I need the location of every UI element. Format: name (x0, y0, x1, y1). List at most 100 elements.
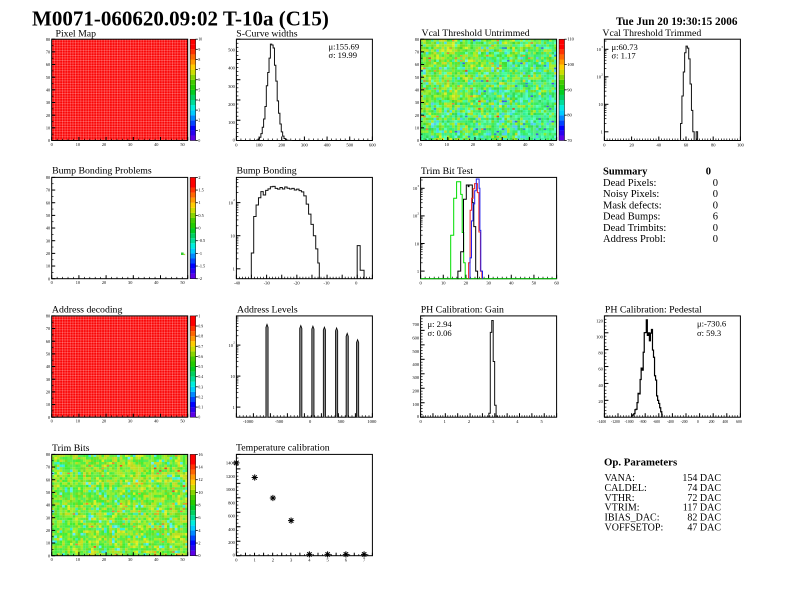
svg-text:M0071-060620.09:02 T-10a (C15): M0071-060620.09:02 T-10a (C15) (32, 6, 329, 30)
svg-text:90: 90 (567, 87, 572, 92)
svg-text:70: 70 (415, 50, 419, 55)
svg-text:7: 7 (198, 68, 200, 72)
svg-text:16: 16 (198, 452, 203, 457)
svg-text:10: 10 (198, 490, 202, 495)
svg-text:0.9: 0.9 (198, 325, 203, 329)
svg-text:200: 200 (228, 102, 236, 107)
svg-text:0.5: 0.5 (198, 365, 203, 369)
svg-text:6: 6 (198, 515, 201, 520)
svg-text:0: 0 (48, 553, 50, 558)
svg-text:50: 50 (549, 142, 553, 147)
svg-text:400: 400 (228, 66, 236, 71)
svg-text:10: 10 (76, 280, 80, 285)
svg-text:Trim Bit Test: Trim Bit Test (421, 166, 473, 177)
svg-text:10: 10 (46, 402, 50, 407)
svg-text:0: 0 (420, 142, 422, 147)
svg-text:100: 100 (256, 142, 264, 147)
svg-text:1: 1 (198, 314, 200, 318)
svg-text:Address decoding: Address decoding (52, 305, 123, 316)
svg-text:80: 80 (46, 175, 50, 180)
svg-text:0: 0 (51, 142, 53, 147)
svg-text:-1: -1 (198, 251, 202, 256)
svg-text:10: 10 (46, 264, 50, 269)
svg-text:2: 2 (198, 175, 200, 180)
svg-text:70: 70 (46, 188, 50, 193)
svg-text:0.4: 0.4 (198, 375, 203, 379)
svg-text:50: 50 (415, 75, 419, 80)
svg-text:30: 30 (128, 142, 132, 147)
svg-text:12: 12 (198, 477, 202, 482)
svg-text:50: 50 (180, 557, 184, 562)
svg-text:80: 80 (46, 452, 50, 457)
svg-text:10: 10 (76, 557, 80, 562)
svg-text:600: 600 (369, 142, 377, 147)
svg-text:0: 0 (235, 142, 238, 147)
svg-text:0.2: 0.2 (198, 395, 203, 399)
svg-text:50: 50 (180, 280, 184, 285)
svg-text:3: 3 (198, 109, 200, 113)
svg-text:40: 40 (46, 87, 50, 92)
svg-text:0: 0 (48, 276, 50, 281)
svg-text:σ: 19.99: σ: 19.99 (329, 50, 358, 60)
svg-text:50: 50 (46, 75, 50, 80)
svg-text:40: 40 (154, 419, 158, 424)
svg-text:0.3: 0.3 (198, 385, 203, 389)
svg-text:0.1: 0.1 (198, 406, 203, 410)
svg-text:S-Curve widths: S-Curve widths (236, 28, 297, 39)
svg-text:30: 30 (46, 100, 50, 105)
svg-text:20: 20 (102, 419, 106, 424)
svg-text:20: 20 (415, 113, 419, 118)
svg-text:200: 200 (278, 142, 286, 147)
svg-text:40: 40 (154, 557, 158, 562)
svg-text:10: 10 (46, 125, 50, 130)
svg-text:10: 10 (76, 142, 80, 147)
svg-text:2: 2 (198, 541, 200, 546)
svg-text:1: 1 (198, 200, 200, 205)
svg-text:30: 30 (128, 280, 132, 285)
svg-text:Temperature calibration: Temperature calibration (236, 442, 330, 453)
svg-text:20: 20 (102, 142, 106, 147)
svg-text:100: 100 (228, 120, 236, 125)
svg-text:20: 20 (46, 113, 50, 118)
svg-text:9: 9 (198, 48, 200, 52)
svg-text:70: 70 (46, 465, 50, 470)
svg-text:30: 30 (128, 557, 132, 562)
svg-text:0: 0 (417, 138, 419, 143)
svg-text:50: 50 (46, 352, 50, 357)
svg-text:50: 50 (180, 142, 184, 147)
svg-text:500: 500 (228, 48, 236, 53)
svg-text:6: 6 (198, 78, 200, 82)
svg-text:60: 60 (415, 62, 419, 67)
svg-text:40: 40 (46, 364, 50, 369)
svg-text:60: 60 (46, 477, 50, 482)
svg-text:60: 60 (46, 200, 50, 205)
svg-text:500: 500 (346, 142, 354, 147)
svg-text:10: 10 (445, 142, 449, 147)
svg-text:10: 10 (76, 419, 80, 424)
svg-text:100: 100 (567, 62, 575, 67)
svg-text:0: 0 (48, 138, 50, 143)
svg-text:300: 300 (228, 84, 236, 89)
svg-text:30: 30 (46, 515, 50, 520)
svg-text:0: 0 (51, 280, 53, 285)
svg-text:0: 0 (233, 138, 236, 143)
svg-text:110: 110 (567, 37, 574, 42)
svg-text:2: 2 (198, 119, 200, 123)
svg-text:50: 50 (46, 213, 50, 218)
svg-text:50: 50 (46, 490, 50, 495)
svg-text:14: 14 (198, 465, 203, 470)
svg-text:PH Calibration: Gain: PH Calibration: Gain (421, 305, 504, 316)
svg-text:8: 8 (198, 58, 200, 62)
svg-text:Bump Bonding: Bump Bonding (237, 165, 297, 176)
svg-text:10: 10 (46, 541, 50, 546)
svg-text:50: 50 (180, 419, 184, 424)
svg-text:30: 30 (415, 100, 419, 105)
svg-text:80: 80 (415, 37, 419, 42)
svg-text:-0.5: -0.5 (198, 238, 205, 243)
svg-text:30: 30 (497, 142, 501, 147)
svg-text:Vcal Threshold Untrimmed: Vcal Threshold Untrimmed (422, 28, 530, 39)
svg-text:300: 300 (301, 142, 309, 147)
svg-text:10: 10 (198, 38, 202, 42)
svg-text:20: 20 (46, 251, 50, 256)
svg-text:0.6: 0.6 (198, 355, 203, 359)
